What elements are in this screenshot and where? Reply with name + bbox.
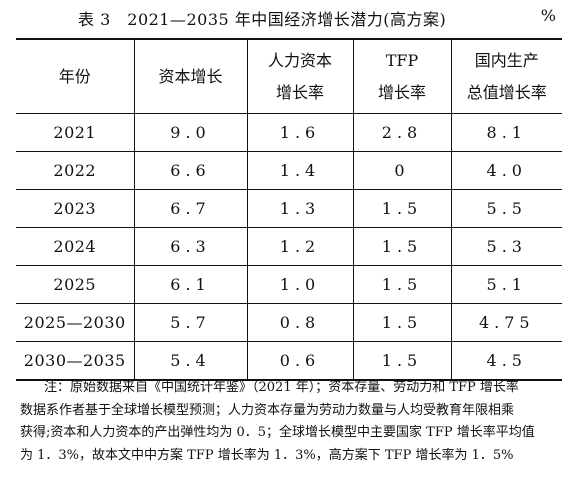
cell-year: 2021 — [16, 113, 135, 152]
cell-year: 2024 — [16, 227, 135, 266]
cell-human-capital-growth: 1.6 — [247, 113, 354, 152]
cell-gdp-growth: 8.1 — [451, 113, 562, 152]
cell-capital-growth: 6.6 — [134, 151, 248, 190]
header-human-capital-line2: 增长率 — [275, 82, 324, 102]
table-row: 2030—2035 5.4 0.6 1.5 4.5 — [16, 341, 562, 380]
header-human-capital-growth: 人力资本 增长率 — [247, 39, 354, 114]
header-gdp-line2: 总值增长率 — [466, 82, 547, 102]
table-row: 2023 6.7 1.3 1.5 5.5 — [16, 189, 562, 228]
footnote-line: 数据系作者基于全球增长模型预测；人力资本存量为劳动力数量与人均受教育年限相乘 — [20, 402, 515, 418]
footnote-line: 获得;资本和人力资本的产出弹性均为 0．5；全球增长模型中主要国家 TFP 增长… — [20, 425, 535, 440]
cell-year: 2022 — [16, 151, 135, 190]
table-row: 2024 6.3 1.2 1.5 5.3 — [16, 227, 562, 266]
cell-gdp-growth: 4.75 — [451, 303, 562, 342]
header-tfp-line2: 增长率 — [377, 82, 426, 102]
header-capital-growth-label: 资本增长 — [158, 66, 223, 86]
cell-human-capital-growth: 1.0 — [247, 265, 354, 304]
header-year-label: 年份 — [58, 66, 91, 86]
cell-human-capital-growth: 1.4 — [247, 151, 354, 190]
cell-tfp-growth: 1.5 — [353, 341, 452, 380]
table-footnote: 注：原始数据来自《中国统计年鉴》（2021 年）；资本存量、劳动力和 TFP 增… — [20, 377, 560, 467]
cell-capital-growth: 9.0 — [134, 113, 248, 152]
header-year: 年份 — [16, 39, 135, 114]
cell-tfp-growth: 1.5 — [353, 227, 452, 266]
cell-capital-growth: 6.1 — [134, 265, 248, 304]
table-row: 2022 6.6 1.4 0 4.0 — [16, 151, 562, 190]
header-gdp-line1: 国内生产 — [474, 50, 539, 70]
cell-year: 2030—2035 — [16, 341, 135, 380]
cell-gdp-growth: 5.3 — [451, 227, 562, 266]
header-capital-growth: 资本增长 — [134, 39, 248, 114]
cell-gdp-growth: 5.5 — [451, 189, 562, 228]
header-tfp-growth: TFP 增长率 — [353, 39, 452, 114]
header-gdp-growth: 国内生产 总值增长率 — [451, 39, 562, 114]
cell-year: 2025—2030 — [16, 303, 135, 342]
cell-tfp-growth: 1.5 — [353, 303, 452, 342]
cell-capital-growth: 5.7 — [134, 303, 248, 342]
table-row: 2025—2030 5.7 0.8 1.5 4.75 — [16, 303, 562, 342]
cell-tfp-growth: 0 — [353, 151, 452, 190]
cell-human-capital-growth: 1.3 — [247, 189, 354, 228]
cell-human-capital-growth: 0.6 — [247, 341, 354, 380]
table-title: 表 3 2021—2035 年中国经济增长潜力(高方案) — [78, 10, 447, 29]
header-tfp-line1: TFP — [385, 50, 419, 70]
cell-capital-growth: 5.4 — [134, 341, 248, 380]
cell-year: 2023 — [16, 189, 135, 228]
footnote-line: 为 1．3%，故本文中中方案 TFP 增长率为 1．3%，高方案下 TFP 增长… — [20, 447, 514, 463]
cell-tfp-growth: 1.5 — [353, 189, 452, 228]
cell-capital-growth: 6.3 — [134, 227, 248, 266]
cell-gdp-growth: 4.5 — [486, 351, 527, 370]
cell-human-capital-growth: 1.2 — [247, 227, 354, 266]
table-row: 2025 6.1 1.0 1.5 5.1 — [16, 265, 562, 304]
table-header-row: 年份 资本增长 人力资本 增长率 TFP 增长率 国内生产 总值增长率 — [16, 39, 562, 114]
table-caption: 表 3 2021—2035 年中国经济增长潜力(高方案) % — [0, 6, 580, 30]
table-row: 2021 9.0 1.6 2.8 8.1 — [16, 113, 562, 152]
cell-gdp-growth: 4.0 — [451, 151, 562, 190]
growth-potential-table: 年份 资本增长 人力资本 增长率 TFP 增长率 国内生产 总值增长率 2021… — [16, 38, 562, 381]
table-unit: % — [540, 6, 556, 25]
header-human-capital-line1: 人力资本 — [267, 50, 332, 70]
cell-capital-growth: 6.7 — [134, 189, 248, 228]
cell-tfp-growth: 1.5 — [353, 265, 452, 304]
cell-gdp-growth: 5.1 — [451, 265, 562, 304]
footnote-line: 注：原始数据来自《中国统计年鉴》（2021 年）；资本存量、劳动力和 TFP 增… — [44, 380, 519, 395]
cell-human-capital-growth: 0.8 — [247, 303, 354, 342]
cell-tfp-growth: 2.8 — [353, 113, 452, 152]
cell-year: 2025 — [16, 265, 135, 304]
